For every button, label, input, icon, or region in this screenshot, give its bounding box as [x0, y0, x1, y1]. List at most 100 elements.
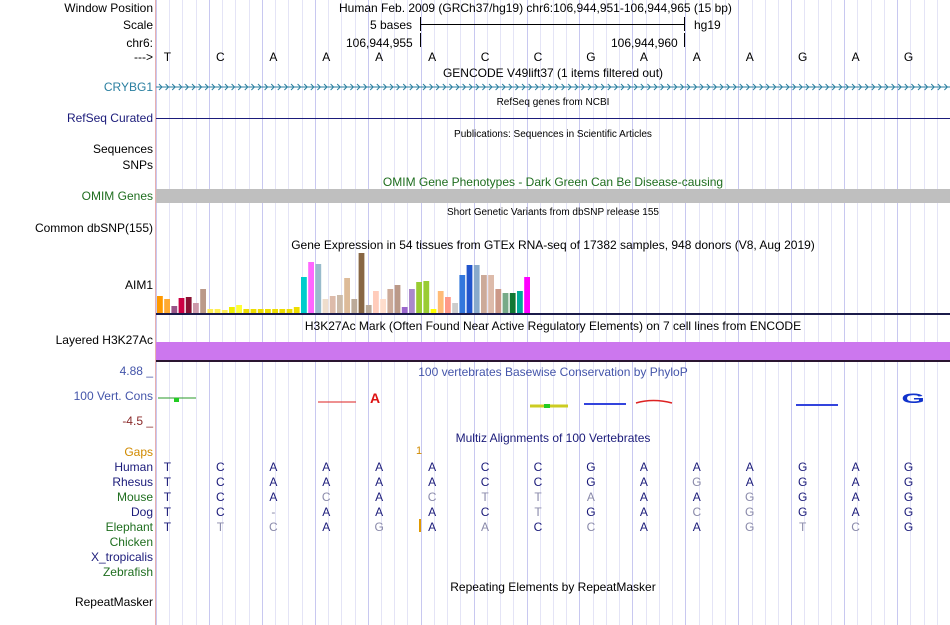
- refseq-gene-line[interactable]: [156, 118, 950, 119]
- gtex-tissue-bar[interactable]: [193, 303, 199, 313]
- gtex-tissue-bar[interactable]: [344, 278, 350, 313]
- gencode-strand-chevron: [224, 83, 229, 91]
- gencode-strand-chevron: [752, 83, 757, 91]
- gtex-tissue-bar[interactable]: [430, 309, 437, 313]
- gtex-tissue-bar[interactable]: [373, 291, 379, 313]
- gtex-tissue-bar[interactable]: [416, 282, 422, 313]
- gtex-tissue-bar[interactable]: [459, 275, 466, 313]
- species-label[interactable]: Chicken: [109, 535, 153, 549]
- omim-title[interactable]: OMIM Gene Phenotypes - Dark Green Can Be…: [382, 175, 724, 189]
- gtex-title[interactable]: Gene Expression in 54 tissues from GTEx …: [291, 238, 815, 252]
- omim-bar[interactable]: [156, 189, 950, 203]
- gtex-tissue-bar[interactable]: [401, 307, 408, 313]
- gtex-tissue-bar[interactable]: [473, 265, 480, 313]
- gtex-tissue-bar[interactable]: [481, 275, 487, 313]
- gtex-tissue-bar[interactable]: [488, 275, 494, 313]
- gtex-tissue-bar[interactable]: [157, 296, 163, 313]
- position-left-tick: [420, 33, 421, 47]
- h3k27ac-label[interactable]: Layered H3K27Ac: [55, 333, 153, 347]
- gtex-tissue-bar[interactable]: [257, 309, 264, 313]
- gtex-tissue-bar[interactable]: [337, 295, 343, 313]
- publications-title[interactable]: Publications: Sequences in Scientific Ar…: [454, 129, 652, 140]
- refseq-title[interactable]: RefSeq genes from NCBI: [496, 97, 610, 108]
- phylop-label[interactable]: 100 Vert. Cons: [73, 389, 153, 403]
- gencode-strand-chevron: [343, 83, 348, 91]
- gtex-label[interactable]: AIM1: [124, 278, 153, 292]
- refseq-label[interactable]: RefSeq Curated: [66, 111, 153, 125]
- gtex-tissue-bar[interactable]: [308, 262, 314, 313]
- gtex-tissue-bar[interactable]: [315, 264, 322, 313]
- species-label[interactable]: Elephant: [105, 520, 153, 534]
- gtex-tissue-bar[interactable]: [214, 309, 221, 313]
- species-label[interactable]: Human: [114, 460, 153, 474]
- gtex-tissue-bar[interactable]: [243, 309, 250, 313]
- publications-label-snps[interactable]: SNPs: [122, 158, 153, 172]
- dbsnp-label[interactable]: Common dbSNP(155): [34, 221, 153, 235]
- gencode-strand-chevron: [937, 83, 942, 91]
- dbsnp-title[interactable]: Short Genetic Variants from dbSNP releas…: [447, 207, 659, 218]
- gencode-gene-label[interactable]: CRYBG1: [103, 80, 153, 94]
- gtex-tissue-bar[interactable]: [358, 253, 365, 313]
- gtex-tissue-bar[interactable]: [301, 277, 307, 313]
- gtex-tissue-bar[interactable]: [207, 309, 214, 313]
- omim-label[interactable]: OMIM Genes: [81, 189, 153, 203]
- gtex-tissue-bar[interactable]: [495, 289, 502, 313]
- h3k27ac-signal-bar[interactable]: [156, 342, 950, 360]
- gtex-tissue-bar[interactable]: [322, 299, 329, 313]
- multiz-title[interactable]: Multiz Alignments of 100 Vertebrates: [455, 431, 651, 445]
- gencode-strand-chevron: [686, 83, 691, 91]
- publications-label-sequences[interactable]: Sequences: [92, 142, 153, 156]
- gtex-tissue-bar[interactable]: [236, 305, 242, 313]
- gtex-tissue-bar[interactable]: [394, 285, 401, 313]
- species-label[interactable]: Mouse: [116, 490, 153, 504]
- gtex-tissue-bar[interactable]: [509, 293, 516, 313]
- species-label[interactable]: Dog: [130, 505, 153, 519]
- gtex-tissue-bar[interactable]: [229, 307, 235, 313]
- gtex-tissue-bar[interactable]: [524, 277, 530, 313]
- gencode-strand-chevron: [838, 83, 843, 91]
- gtex-tissue-bar[interactable]: [387, 289, 394, 313]
- gtex-tissue-bar[interactable]: [351, 299, 358, 313]
- alignment-base: C: [533, 460, 543, 474]
- h3k27ac-title[interactable]: H3K27Ac Mark (Often Found Near Active Re…: [304, 319, 802, 333]
- gtex-tissue-bar[interactable]: [409, 289, 415, 313]
- gencode-gene-strand[interactable]: [156, 82, 950, 92]
- gtex-tissue-bar[interactable]: [423, 281, 430, 313]
- gtex-tissue-bar[interactable]: [279, 309, 286, 313]
- gencode-title[interactable]: GENCODE V49lift37 (1 items filtered out): [442, 66, 664, 80]
- repeatmasker-title[interactable]: Repeating Elements by RepeatMasker: [450, 580, 656, 594]
- gtex-tissue-bar[interactable]: [265, 309, 271, 313]
- species-label[interactable]: X_tropicalis: [90, 550, 153, 564]
- species-label[interactable]: Zebrafish: [102, 565, 153, 579]
- gap-count[interactable]: 1: [416, 445, 423, 457]
- gtex-tissue-bar[interactable]: [380, 299, 386, 313]
- gtex-bar-graph[interactable]: [156, 252, 536, 314]
- gtex-tissue-bar[interactable]: [171, 306, 178, 313]
- gaps-label[interactable]: Gaps: [124, 445, 153, 459]
- gencode-strand-chevron: [732, 83, 737, 91]
- phylop-min: -4.5 _: [122, 414, 153, 428]
- gtex-tissue-bar[interactable]: [221, 310, 228, 313]
- alignment-base: G: [903, 490, 914, 504]
- phylop-logo[interactable]: A G: [156, 384, 950, 414]
- gtex-tissue-bar[interactable]: [185, 297, 192, 313]
- phylop-title[interactable]: 100 vertebrates Basewise Conservation by…: [418, 365, 688, 379]
- gtex-tissue-bar[interactable]: [365, 305, 372, 313]
- gtex-tissue-bar[interactable]: [293, 307, 300, 313]
- alignment-base: T: [163, 490, 172, 504]
- species-label[interactable]: Rhesus: [112, 475, 153, 489]
- gtex-tissue-bar[interactable]: [329, 296, 336, 313]
- gtex-tissue-bar[interactable]: [164, 299, 170, 313]
- gtex-tissue-bar[interactable]: [250, 309, 257, 313]
- gtex-tissue-bar[interactable]: [466, 265, 473, 313]
- gtex-tissue-bar[interactable]: [502, 293, 509, 313]
- gtex-tissue-bar[interactable]: [452, 303, 458, 313]
- gtex-tissue-bar[interactable]: [437, 291, 444, 313]
- gtex-tissue-bar[interactable]: [286, 309, 293, 313]
- gtex-tissue-bar[interactable]: [200, 289, 206, 313]
- repeatmasker-label[interactable]: RepeatMasker: [74, 595, 153, 609]
- gtex-tissue-bar[interactable]: [178, 298, 185, 313]
- gtex-tissue-bar[interactable]: [445, 297, 451, 313]
- gtex-tissue-bar[interactable]: [517, 291, 523, 313]
- gtex-tissue-bar[interactable]: [272, 309, 278, 313]
